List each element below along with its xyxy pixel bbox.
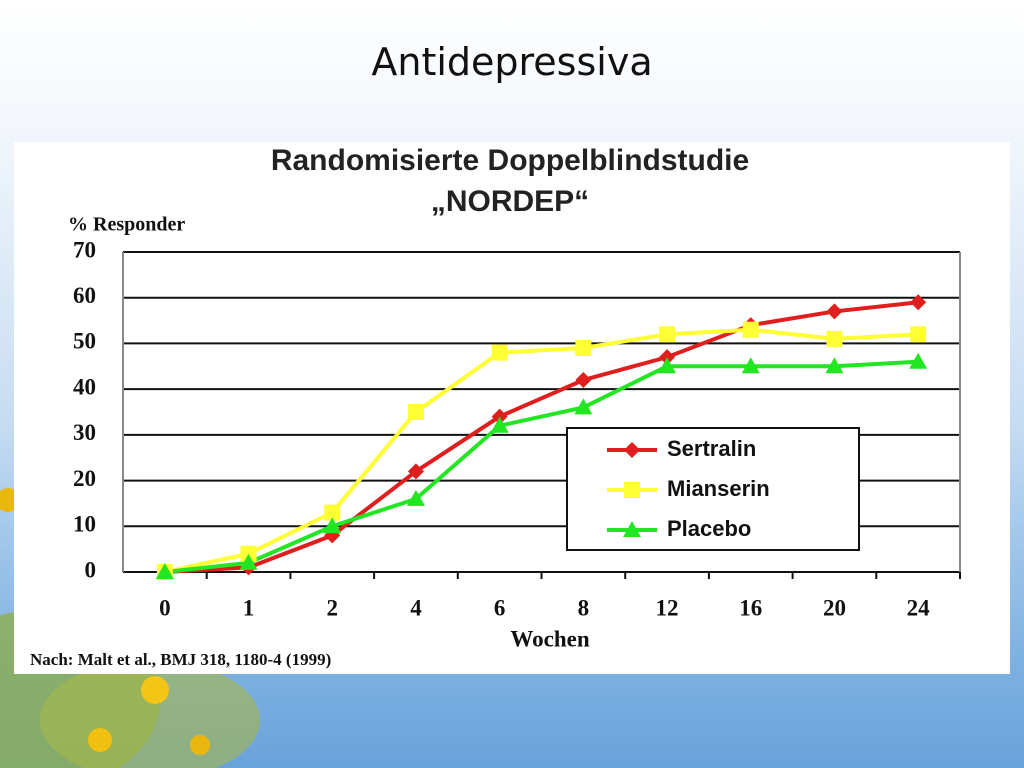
x-axis-label: Wochen	[510, 626, 589, 651]
y-tick-label: 60	[73, 283, 96, 308]
y-tick-label: 30	[73, 420, 96, 445]
marker	[659, 349, 676, 366]
x-tick-label: 1	[243, 595, 255, 620]
y-axis-label: % Responder	[68, 214, 185, 236]
decoration	[141, 676, 169, 704]
source-note: Nach: Malt et al., BMJ 318, 1180-4 (1999…	[30, 650, 331, 669]
marker	[624, 442, 640, 458]
x-tick-label: 12	[656, 595, 679, 620]
marker	[491, 344, 508, 361]
marker	[323, 517, 342, 534]
marker	[407, 463, 424, 480]
chart-title: Randomisierte Doppelblindstudie	[271, 144, 749, 177]
marker	[574, 398, 593, 415]
x-tick-label: 20	[823, 595, 846, 620]
x-tick-label: 8	[578, 595, 590, 620]
marker	[575, 340, 592, 356]
marker	[491, 408, 508, 425]
marker	[624, 482, 640, 498]
marker	[658, 357, 677, 374]
chart-title: „NORDEP“	[431, 185, 589, 218]
y-tick-label: 70	[73, 237, 96, 262]
marker	[910, 294, 927, 311]
x-tick-label: 24	[907, 595, 931, 620]
series-line	[164, 359, 919, 574]
marker	[825, 357, 844, 374]
marker	[741, 357, 760, 374]
marker	[623, 521, 641, 537]
marker	[826, 303, 843, 320]
y-tick-label: 50	[73, 329, 96, 354]
legend-label: Mianserin	[667, 476, 770, 501]
x-tick-label: 6	[494, 595, 506, 620]
marker	[659, 326, 676, 343]
y-tick-label: 20	[73, 466, 96, 491]
marker	[240, 545, 257, 562]
marker	[406, 489, 425, 506]
legend-label: Placebo	[667, 516, 751, 541]
x-tick-label: 2	[327, 595, 339, 620]
y-tick-label: 0	[85, 557, 97, 582]
x-tick-label: 4	[410, 595, 422, 620]
marker	[239, 553, 258, 570]
decoration	[88, 728, 112, 752]
legend-label: Sertralin	[667, 436, 756, 461]
marker	[407, 404, 424, 420]
series-line	[164, 327, 919, 574]
x-tick-label: 0	[159, 595, 171, 620]
marker	[742, 321, 759, 338]
y-tick-label: 40	[73, 374, 96, 399]
x-tick-label: 16	[739, 595, 762, 620]
chart-panel	[14, 142, 1010, 674]
marker	[575, 372, 592, 388]
series-line	[164, 300, 919, 574]
decoration	[190, 735, 210, 755]
marker	[826, 330, 843, 347]
slide-title: Antidepressiva	[371, 40, 653, 84]
marker	[324, 504, 341, 521]
marker	[909, 352, 928, 369]
marker	[490, 416, 509, 433]
y-tick-label: 10	[73, 512, 96, 537]
marker	[155, 563, 174, 579]
marker	[910, 326, 927, 343]
